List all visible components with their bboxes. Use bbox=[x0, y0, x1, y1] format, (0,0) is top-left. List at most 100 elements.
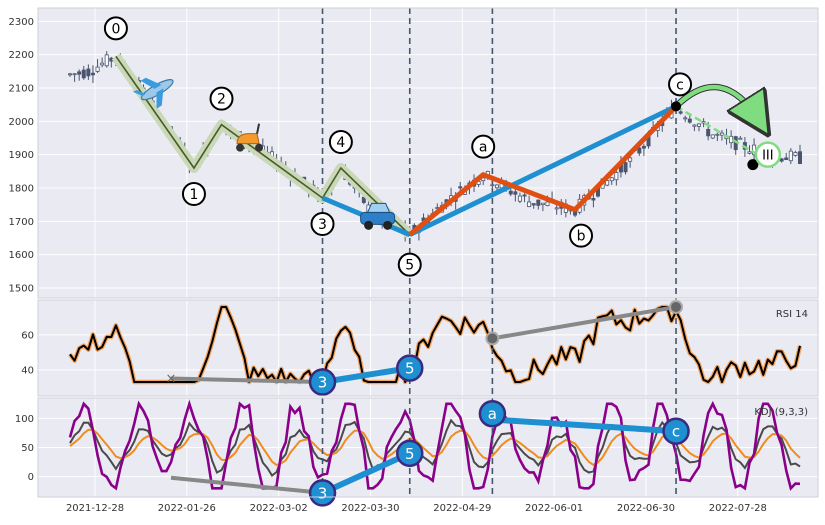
wave-c-dot bbox=[671, 101, 682, 112]
wave-label-b: b bbox=[577, 229, 586, 245]
scooter-icon bbox=[236, 123, 264, 152]
candle-body bbox=[513, 191, 518, 195]
kdj-badge-a: a bbox=[488, 405, 497, 423]
candle-body bbox=[494, 184, 499, 189]
candle-body bbox=[104, 54, 109, 67]
rsi-star-marker: × bbox=[166, 372, 177, 387]
candle-body bbox=[692, 124, 697, 127]
forecast-dot bbox=[747, 159, 759, 171]
scooter-wheel-rear bbox=[236, 143, 245, 152]
kdj-badge-circle bbox=[308, 479, 337, 507]
candle-body bbox=[623, 162, 628, 173]
price-panel-frame bbox=[37, 7, 819, 299]
candle-body bbox=[95, 66, 100, 72]
candle-body bbox=[628, 157, 633, 162]
wave-label-circle bbox=[569, 223, 594, 248]
price-panel-background bbox=[38, 8, 818, 298]
candle-body bbox=[77, 71, 82, 75]
x-tick-label: 2022-01-26 bbox=[158, 503, 216, 514]
rsi-dot-c bbox=[669, 299, 684, 314]
plane-wing-bottom bbox=[156, 88, 164, 109]
kdj-badge-circle bbox=[662, 417, 690, 445]
rsi-line bbox=[69, 305, 801, 384]
rsi-dot-a bbox=[485, 331, 500, 346]
price-y-tick-label: 1800 bbox=[9, 184, 34, 195]
candle-body bbox=[719, 132, 724, 136]
price-y-tick-label: 2100 bbox=[9, 84, 34, 95]
wave-label-c: c bbox=[676, 77, 684, 93]
candle-body bbox=[706, 128, 711, 137]
x-tick-label: 2022-03-30 bbox=[341, 503, 399, 514]
price-y-tick-label: 1600 bbox=[9, 250, 34, 261]
x-tick-label: 2022-04-29 bbox=[433, 503, 491, 514]
rsi-divergence-line bbox=[492, 305, 677, 341]
candle-body bbox=[729, 135, 734, 144]
candle-body bbox=[637, 147, 642, 154]
kdj-badge-circle bbox=[395, 439, 424, 468]
kdj-y-tick-label: 0 bbox=[28, 472, 34, 483]
x-tick-label: 2022-06-30 bbox=[617, 503, 675, 514]
kdj-badge-5: 5 bbox=[405, 445, 415, 463]
rsi-badge-circle bbox=[395, 354, 424, 382]
price-y-tick-label: 2300 bbox=[9, 17, 34, 28]
wave-label-0: 0 bbox=[111, 21, 120, 37]
wave-label-circle bbox=[397, 252, 422, 277]
candle-body bbox=[531, 203, 536, 206]
rsi-badge-5: 5 bbox=[405, 360, 415, 378]
wave-label-2: 2 bbox=[217, 92, 226, 108]
wave-label-circle bbox=[310, 212, 335, 236]
candle-body bbox=[527, 201, 532, 208]
candle-body bbox=[490, 184, 495, 187]
x-tick-label: 2022-03-02 bbox=[250, 503, 308, 514]
wave-label-1: 1 bbox=[190, 187, 199, 203]
candle-body bbox=[696, 123, 701, 127]
rsi-divergence-line bbox=[170, 376, 323, 385]
candle-body bbox=[609, 177, 614, 182]
wave-label-circle bbox=[103, 16, 128, 41]
candle-body bbox=[605, 180, 610, 186]
car-wheel-rear bbox=[364, 220, 374, 230]
scooter-wheel-front bbox=[255, 143, 264, 152]
car-cabin bbox=[366, 202, 391, 213]
candle-body bbox=[554, 207, 559, 210]
corrective-wave-line bbox=[408, 104, 678, 237]
kdj-y-tick-label: 100 bbox=[15, 414, 34, 425]
car-icon bbox=[360, 202, 396, 230]
candle-body bbox=[508, 190, 513, 195]
candle-body bbox=[90, 72, 95, 76]
price-y-tick-label: 2000 bbox=[9, 117, 34, 128]
wave-label-circle bbox=[209, 86, 234, 111]
candle-body bbox=[738, 137, 743, 140]
wave-label-circle bbox=[471, 134, 496, 159]
candle-body bbox=[86, 68, 91, 77]
wave-label-circle bbox=[668, 72, 693, 97]
wave-label-3: 3 bbox=[318, 217, 327, 233]
candle-body bbox=[779, 158, 784, 162]
candle-body bbox=[784, 157, 789, 161]
candle-body bbox=[710, 134, 715, 139]
price-y-tick-label: 1500 bbox=[9, 284, 34, 295]
wave-label-circle bbox=[328, 130, 353, 154]
wave-label-circle bbox=[754, 141, 782, 168]
wave-label-4: 4 bbox=[336, 135, 345, 151]
candle-body bbox=[536, 199, 541, 206]
candle-body bbox=[68, 73, 73, 76]
scooter-handle bbox=[256, 123, 261, 134]
candle-body bbox=[545, 201, 550, 207]
forecast-dashed-line bbox=[675, 105, 759, 156]
forecast-arc bbox=[674, 84, 760, 121]
rsi-y-tick-label: 60 bbox=[21, 330, 34, 341]
kdj-j-line bbox=[68, 399, 801, 491]
candle-body bbox=[614, 172, 619, 181]
candle-body bbox=[747, 151, 752, 154]
candle-body bbox=[540, 202, 545, 205]
kdj-badge-c: c bbox=[672, 423, 680, 441]
wave-label-circle bbox=[181, 182, 206, 206]
candle-body bbox=[522, 194, 527, 197]
candle-body bbox=[793, 152, 798, 156]
plane-tail bbox=[133, 90, 146, 96]
wave-label-a: a bbox=[479, 140, 488, 156]
kdj-panel-frame bbox=[37, 397, 819, 498]
price-y-tick-label: 2200 bbox=[9, 50, 34, 61]
